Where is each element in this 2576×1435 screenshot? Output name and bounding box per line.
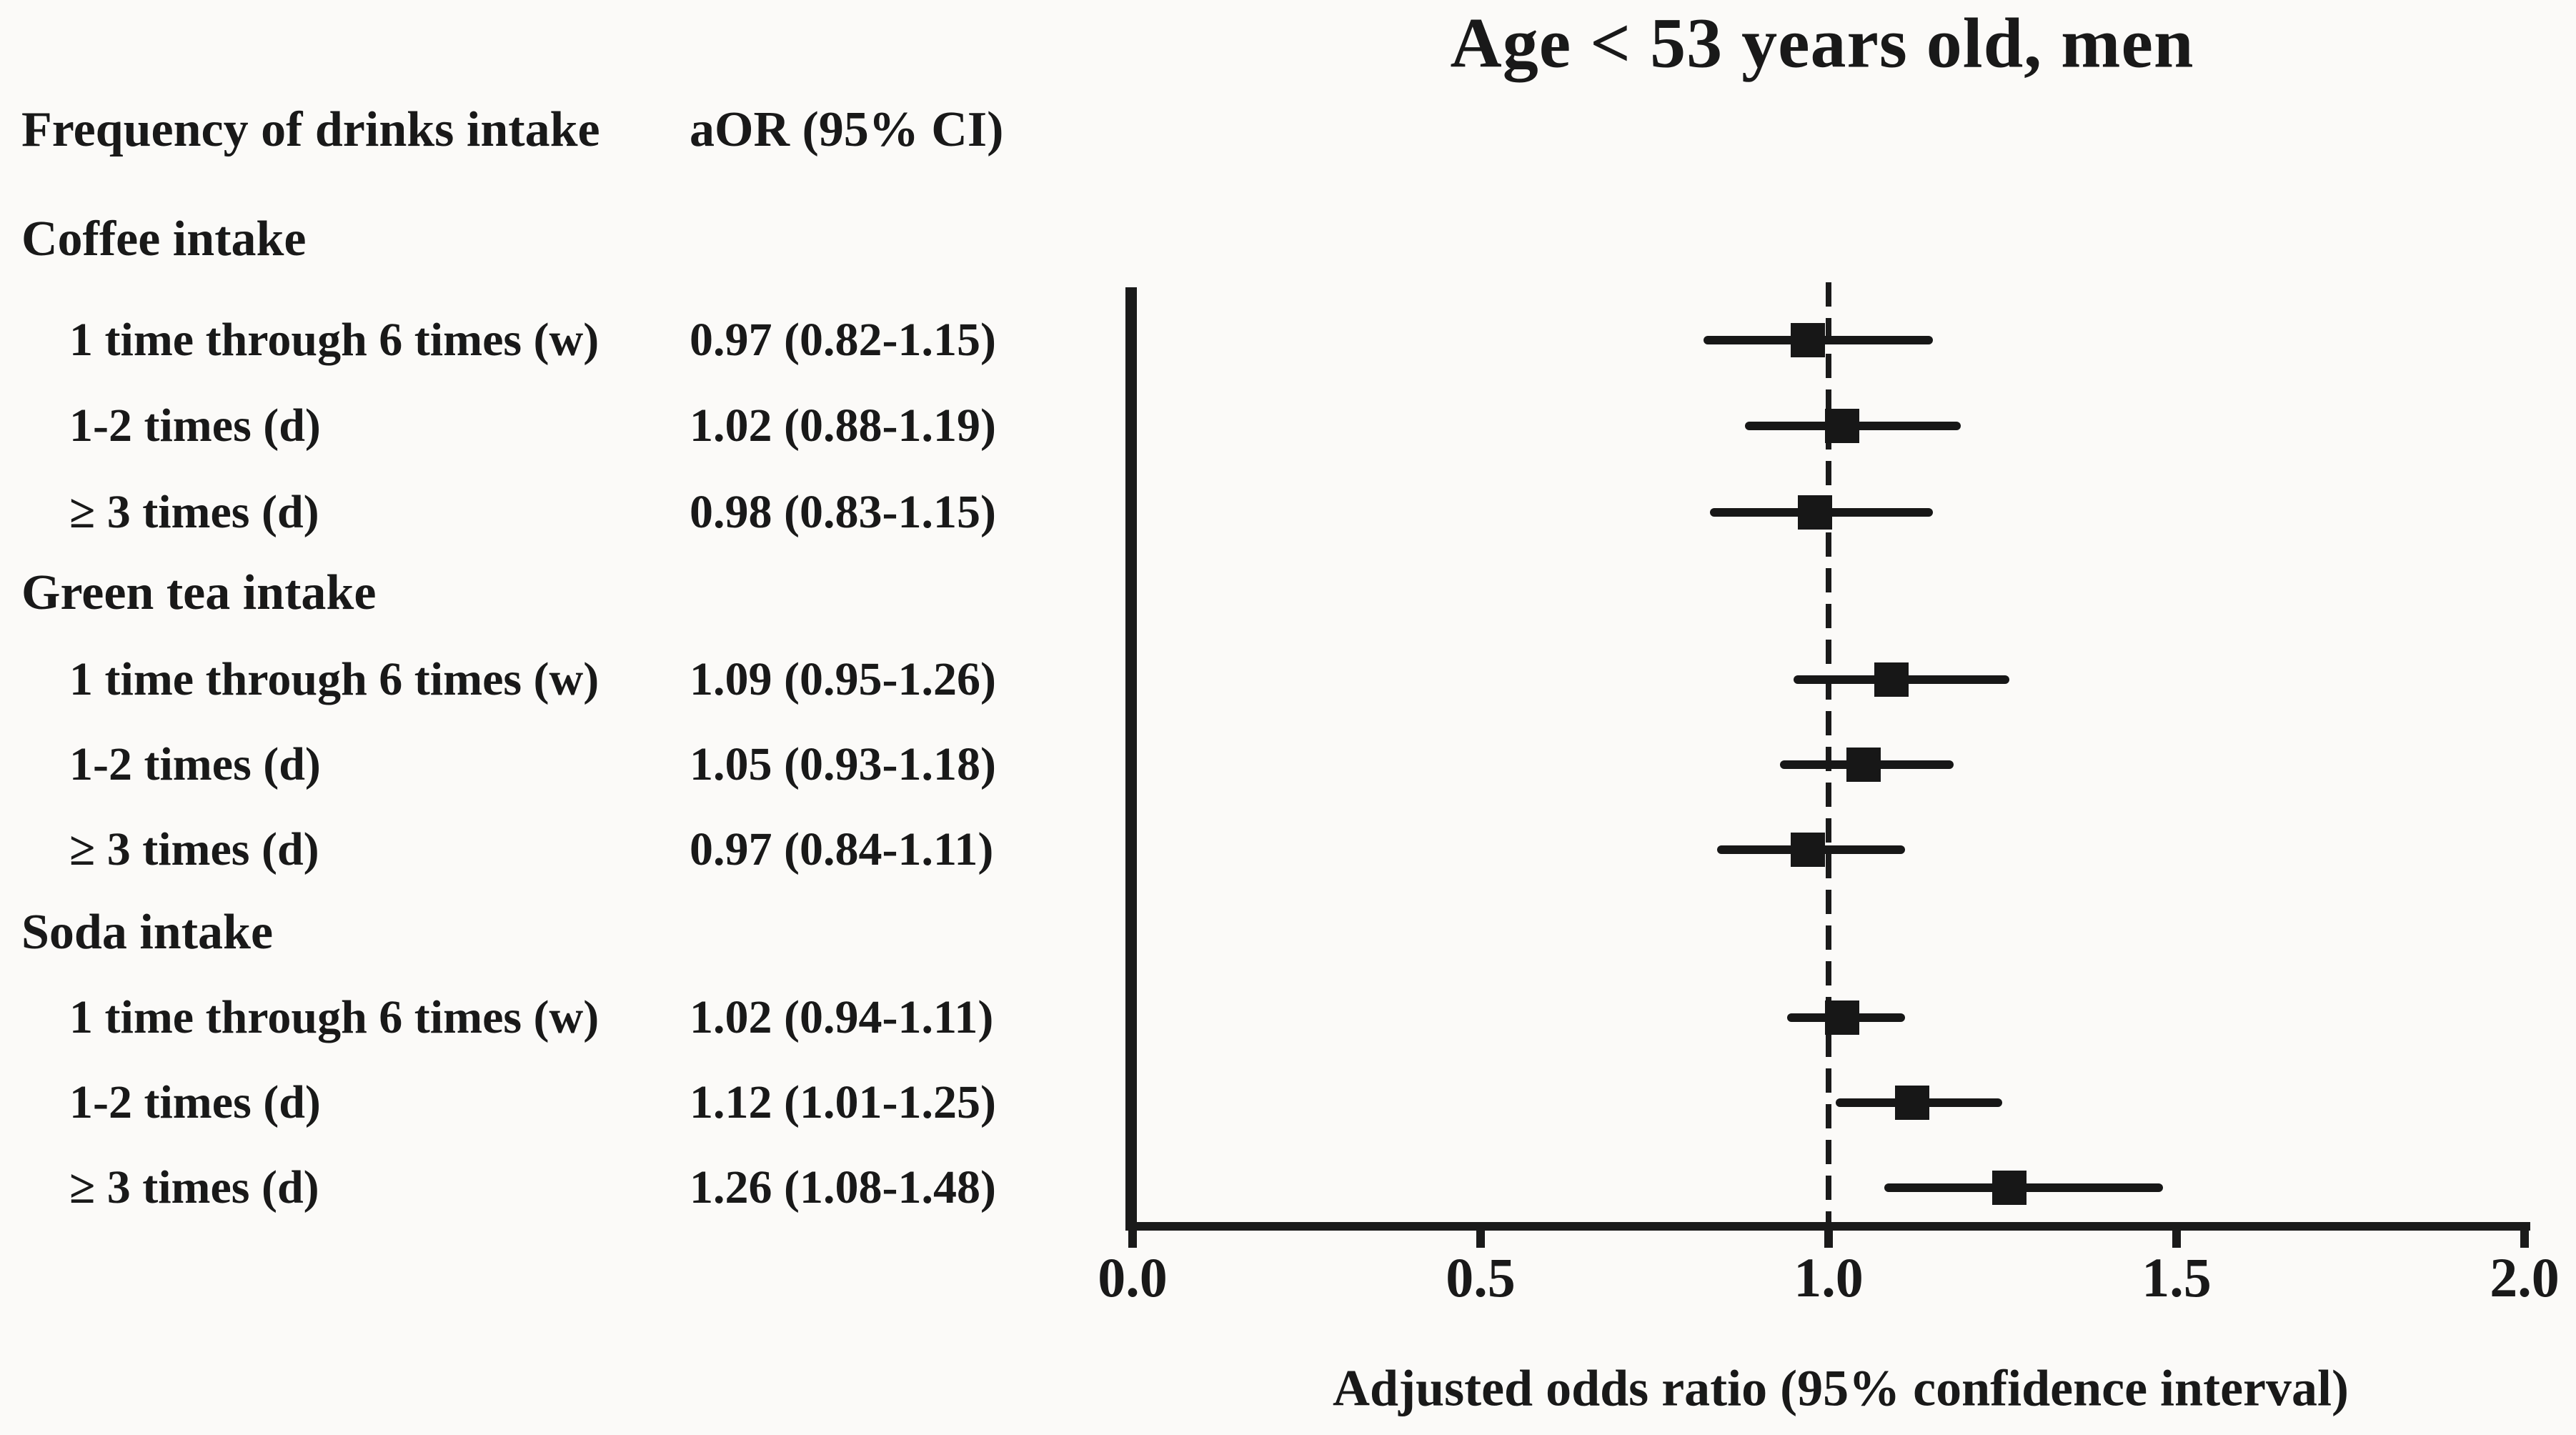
x-tick-label: 0.5 — [1446, 1246, 1516, 1309]
row-label: 1 time through 6 times (w) — [69, 314, 600, 366]
section-header-coffee: Coffee intake — [21, 212, 307, 267]
x-tick-label: 1.0 — [1794, 1246, 1864, 1309]
row-label: 1 time through 6 times (w) — [69, 991, 600, 1043]
aor-value: 1.02 (0.88-1.19) — [690, 399, 996, 452]
row-label: ≥ 3 times (d) — [69, 823, 319, 875]
odds-ratio-marker — [1992, 1171, 2027, 1205]
section-header-green-tea: Green tea intake — [21, 565, 377, 620]
x-tick — [2520, 1222, 2529, 1248]
x-tick — [2172, 1222, 2181, 1248]
odds-ratio-marker — [1874, 662, 1909, 697]
odds-ratio-marker — [1846, 748, 1881, 782]
aor-value: 0.97 (0.82-1.15) — [690, 314, 996, 366]
odds-ratio-marker — [1825, 1000, 1860, 1035]
odds-ratio-marker — [1790, 833, 1825, 867]
x-tick-label: 1.5 — [2142, 1246, 2212, 1309]
x-tick-label: 0.0 — [1098, 1246, 1168, 1309]
aor-value: 0.97 (0.84-1.11) — [690, 823, 994, 875]
odds-ratio-marker — [1825, 409, 1860, 443]
reference-line-1.0 — [1826, 282, 1831, 1222]
odds-ratio-marker — [1797, 495, 1832, 530]
aor-value: 1.09 (0.95-1.26) — [690, 653, 996, 705]
figure-title: Age < 53 years old, men — [1450, 3, 2194, 83]
x-tick — [1824, 1222, 1833, 1248]
x-axis-title: Adjusted odds ratio (95% confidence inte… — [1333, 1359, 2349, 1417]
y-axis-line — [1125, 287, 1137, 1231]
row-label: ≥ 3 times (d) — [69, 486, 319, 538]
x-tick — [1128, 1222, 1137, 1248]
aor-value: 0.98 (0.83-1.15) — [690, 486, 996, 538]
row-label: ≥ 3 times (d) — [69, 1161, 319, 1213]
row-label: 1-2 times (d) — [69, 1076, 321, 1128]
aor-value: 1.05 (0.93-1.18) — [690, 738, 996, 790]
column-header-aor: aOR (95% CI) — [690, 102, 1004, 157]
row-label: 1-2 times (d) — [69, 738, 321, 790]
row-label: 1 time through 6 times (w) — [69, 653, 600, 705]
odds-ratio-marker — [1894, 1086, 1929, 1120]
section-header-soda: Soda intake — [21, 905, 274, 960]
x-tick — [1476, 1222, 1485, 1248]
row-label: 1-2 times (d) — [69, 399, 321, 452]
aor-value: 1.26 (1.08-1.48) — [690, 1161, 996, 1213]
odds-ratio-marker — [1790, 323, 1825, 357]
column-header-frequency: Frequency of drinks intake — [21, 102, 600, 157]
aor-value: 1.12 (1.01-1.25) — [690, 1076, 996, 1128]
x-tick-label: 2.0 — [2490, 1246, 2560, 1309]
aor-value: 1.02 (0.94-1.11) — [690, 991, 994, 1043]
